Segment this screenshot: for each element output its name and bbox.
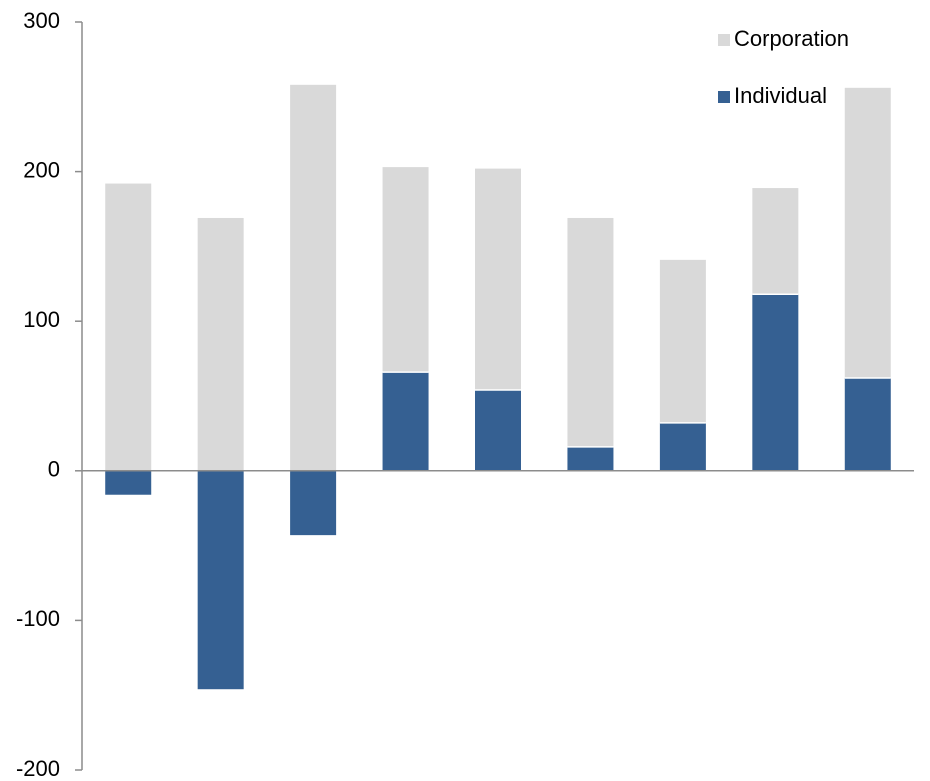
legend-label-corporation: Corporation (734, 26, 849, 51)
bar-individual (290, 470, 337, 536)
bar-corporation (105, 183, 152, 471)
bar-individual (567, 446, 614, 471)
legend-swatch-individual (718, 91, 730, 103)
legend: Corporation Individual (718, 26, 849, 108)
bar-individual (659, 422, 706, 471)
bars-group (105, 84, 891, 690)
y-tick-label: -200 (16, 756, 60, 781)
bar-corporation (752, 188, 799, 295)
legend-label-individual: Individual (734, 83, 827, 108)
y-tick-label: 300 (23, 8, 60, 33)
y-tick-label: 0 (48, 457, 60, 482)
bar-individual (752, 294, 799, 471)
bar-individual (105, 470, 152, 495)
bar-individual (844, 378, 891, 471)
y-tick-label: 100 (23, 307, 60, 332)
bar-corporation (475, 168, 521, 391)
bar-corporation (844, 87, 891, 379)
bar-corporation (382, 167, 429, 373)
legend-swatch-corporation (718, 34, 730, 46)
bar-individual (382, 372, 429, 471)
bar-individual (197, 470, 244, 690)
bar-individual (475, 390, 521, 471)
bar-corporation (197, 217, 244, 471)
bar-corporation (567, 217, 614, 447)
axes-group (81, 22, 914, 770)
bar-corporation (659, 259, 706, 423)
y-tick-label: -100 (16, 606, 60, 631)
y-tick-label: 200 (23, 157, 60, 182)
bar-corporation (290, 84, 337, 471)
y-axis-ticks: -200 -100 0 100 200 300 (16, 8, 82, 781)
